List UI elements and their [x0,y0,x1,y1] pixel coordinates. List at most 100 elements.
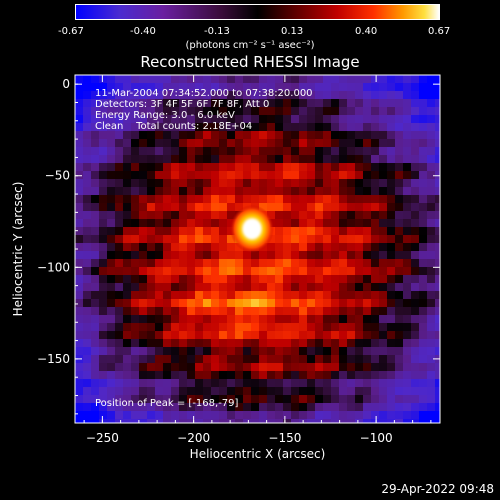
heatmap-cell [227,403,235,411]
heatmap-cell [379,275,387,283]
heatmap-cell [267,75,275,83]
heatmap-cell [115,339,123,347]
heatmap-cell [371,139,379,147]
heatmap-cell [75,387,83,395]
heatmap-cell [419,195,427,203]
heatmap-cell [251,283,259,291]
heatmap-cell [155,331,163,339]
heatmap-cell [347,83,355,91]
heatmap-cell [323,419,331,423]
heatmap-cell [419,155,427,163]
heatmap-cell [291,355,299,363]
heatmap-cell [187,315,195,323]
heatmap-cell [123,203,131,211]
heatmap-cell [163,371,171,379]
heatmap-cell [251,179,259,187]
heatmap-cell [259,299,267,307]
colorbar-tick: 0.67 [428,26,451,37]
heatmap-cell [283,275,291,283]
heatmap-cell [283,347,291,355]
heatmap-cell [339,291,347,299]
heatmap-cell [347,347,355,355]
heatmap-cell [291,307,299,315]
heatmap-cell [339,99,347,107]
heatmap-cell [227,179,235,187]
heatmap-cell [203,331,211,339]
heatmap-cell [315,323,323,331]
heatmap-cell [107,99,115,107]
heatmap-cell [91,283,99,291]
heatmap-cell [163,347,171,355]
heatmap-cell [331,371,339,379]
heatmap-cell [307,235,315,243]
heatmap-cell [107,307,115,315]
heatmap-cell [115,139,123,147]
heatmap-cell [171,227,179,235]
heatmap-cell [147,363,155,371]
heatmap-cell [227,387,235,395]
heatmap-cell [235,323,243,331]
heatmap-cell [379,243,387,251]
heatmap-cell [219,251,227,259]
heatmap-cell [123,123,131,131]
heatmap-cell [139,235,147,243]
heatmap-cell [299,307,307,315]
heatmap-cell [411,315,419,323]
heatmap-cell [259,379,267,387]
heatmap-cell [363,331,371,339]
heatmap-cell [235,187,243,195]
heatmap-cell [267,107,275,115]
heatmap-cell [371,163,379,171]
heatmap-cell [147,115,155,123]
heatmap-cell [427,251,435,259]
heatmap-cell [387,291,395,299]
heatmap-cell [179,179,187,187]
heatmap-cell [259,131,267,139]
heatmap-cell [187,411,195,419]
heatmap-cell [371,291,379,299]
heatmap-cell [291,275,299,283]
heatmap-cell [139,387,147,395]
heatmap-cell [243,315,251,323]
heatmap-cell [195,267,203,275]
heatmap-cell [163,299,171,307]
heatmap-cell [371,355,379,363]
heatmap-cell [307,243,315,251]
heatmap-cell [203,355,211,363]
x-tick-label: −150 [268,431,301,445]
heatmap-cell [99,371,107,379]
heatmap-cell [99,219,107,227]
heatmap-cell [427,323,435,331]
heatmap-cell [83,291,91,299]
heatmap-cell [219,315,227,323]
heatmap-cell [347,123,355,131]
heatmap-cell [171,75,179,83]
heatmap-cell [123,307,131,315]
heatmap-cell [123,219,131,227]
heatmap-cell [123,267,131,275]
heatmap-cell [227,131,235,139]
heatmap-cell [227,235,235,243]
heatmap-cell [427,203,435,211]
heatmap-cell [435,91,440,99]
heatmap-cell [387,235,395,243]
heatmap-cell [163,339,171,347]
heatmap-cell [379,347,387,355]
heatmap-cell [371,155,379,163]
heatmap-cell [395,259,403,267]
heatmap-cell [275,299,283,307]
heatmap-cell [347,91,355,99]
heatmap-cell [243,195,251,203]
heatmap-cell [339,411,347,419]
heatmap-cell [155,147,163,155]
heatmap-cell [275,315,283,323]
heatmap-cell [299,179,307,187]
heatmap-cell [323,203,331,211]
heatmap-cell [131,291,139,299]
heatmap-cell [371,211,379,219]
heatmap-cell [435,195,440,203]
heatmap-cell [179,163,187,171]
heatmap-cell [283,83,291,91]
heatmap-cell [91,323,99,331]
heatmap-cell [427,163,435,171]
